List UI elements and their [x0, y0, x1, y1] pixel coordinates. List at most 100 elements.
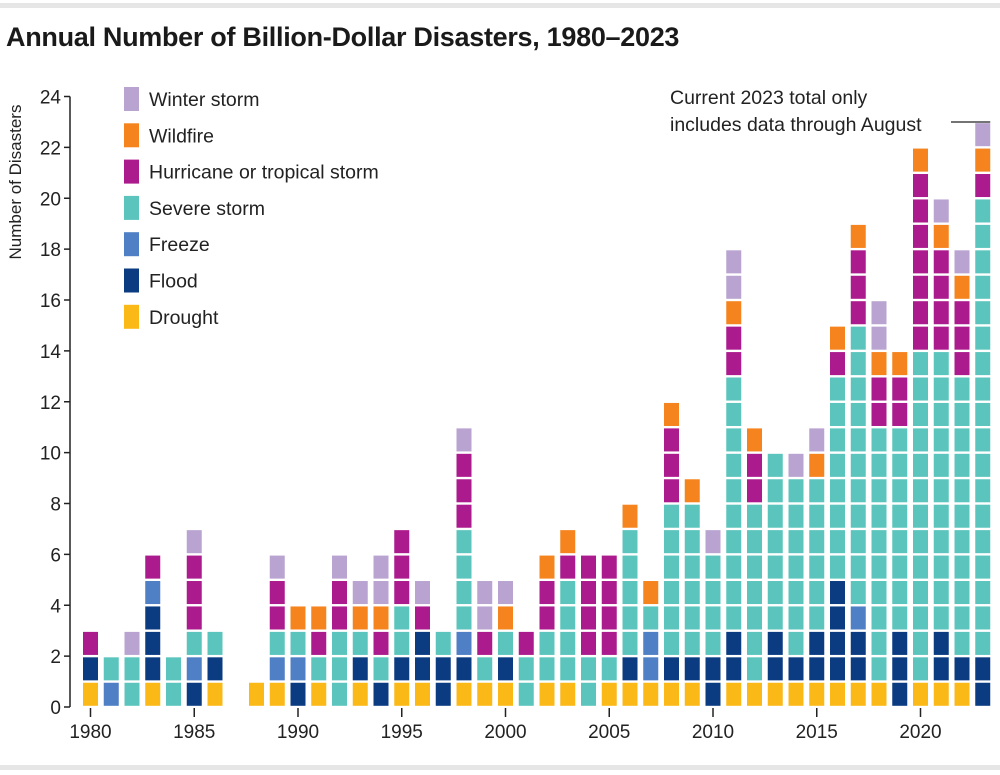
bar-segment-severe-storm [975, 555, 991, 579]
bar-segment-severe-storm [933, 606, 949, 630]
y-tick-label: 20 [40, 189, 61, 210]
bar-segment-severe-storm [747, 530, 762, 554]
bar-segment-hurricane-or-tropical-storm [311, 631, 327, 655]
bar-segment-drought [684, 682, 700, 706]
bar-segment-severe-storm [913, 377, 928, 401]
bar-1996 [415, 581, 430, 706]
bar-segment-severe-storm [166, 682, 181, 706]
bar-segment-severe-storm [269, 631, 285, 655]
bar-segment-severe-storm [664, 555, 679, 579]
bar-segment-severe-storm [871, 479, 887, 503]
bar-segment-drought [850, 682, 866, 706]
bar-segment-severe-storm [975, 581, 991, 605]
bar-segment-severe-storm [767, 479, 783, 503]
bar-segment-winter-storm [477, 581, 493, 605]
bar-segment-wildfire [830, 326, 845, 350]
bar-segment-severe-storm [601, 657, 617, 681]
bar-segment-hurricane-or-tropical-storm [850, 250, 866, 274]
x-tick-label: 2005 [588, 722, 630, 743]
bar-segment-hurricane-or-tropical-storm [477, 631, 493, 655]
legend-item: Freeze [124, 232, 210, 257]
bar-segment-severe-storm [539, 657, 555, 681]
legend-label: Hurricane or tropical storm [149, 162, 379, 184]
bar-2017 [850, 224, 866, 706]
bar-segment-hurricane-or-tropical-storm [913, 250, 928, 274]
y-tick-label: 4 [50, 596, 61, 617]
bar-segment-drought [788, 682, 804, 706]
bar-segment-severe-storm [809, 606, 825, 630]
bar-segment-severe-storm [788, 631, 804, 655]
bar-segment-severe-storm [913, 453, 928, 477]
bar-segment-severe-storm [560, 631, 576, 655]
y-tick-label: 10 [40, 444, 61, 465]
bar-segment-severe-storm [560, 657, 576, 681]
bar-segment-severe-storm [933, 402, 949, 426]
bar-segment-hurricane-or-tropical-storm [269, 606, 285, 630]
bar-segment-flood [352, 657, 368, 681]
bar-segment-severe-storm [975, 199, 991, 223]
bar-segment-severe-storm [705, 555, 721, 579]
bar-segment-severe-storm [498, 631, 513, 655]
bar-segment-hurricane-or-tropical-storm [954, 326, 970, 350]
bar-segment-severe-storm [332, 657, 347, 681]
bar-segment-severe-storm [684, 555, 700, 579]
bar-segment-winter-storm [788, 453, 804, 477]
legend-label: Freeze [149, 234, 210, 256]
bar-2015 [809, 428, 825, 706]
bar-segment-severe-storm [767, 581, 783, 605]
bar-segment-flood [186, 682, 202, 706]
bar-segment-severe-storm [166, 657, 181, 681]
bar-segment-wildfire [373, 606, 389, 630]
bar-segment-severe-storm [809, 479, 825, 503]
bar-segment-flood [207, 657, 223, 681]
bar-segment-freeze [103, 682, 119, 706]
bar-segment-hurricane-or-tropical-storm [913, 224, 928, 248]
bar-segment-severe-storm [788, 479, 804, 503]
bar-segment-severe-storm [913, 606, 928, 630]
bar-segment-severe-storm [726, 606, 742, 630]
bar-segment-hurricane-or-tropical-storm [145, 555, 161, 579]
bar-segment-flood [145, 631, 161, 655]
bar-1980 [83, 631, 98, 706]
bar-segment-wildfire [539, 555, 555, 579]
bar-segment-severe-storm [456, 530, 472, 554]
bar-segment-freeze [145, 581, 161, 605]
bar-segment-severe-storm [809, 504, 825, 528]
bar-segment-winter-storm [415, 581, 430, 605]
bar-segment-drought [269, 682, 285, 706]
bar-segment-severe-storm [311, 657, 327, 681]
bar-segment-severe-storm [975, 250, 991, 274]
bar-segment-drought [747, 682, 762, 706]
bar-segment-severe-storm [850, 555, 866, 579]
bar-segment-severe-storm [643, 606, 659, 630]
bar-segment-flood [498, 657, 513, 681]
bar-segment-hurricane-or-tropical-storm [394, 581, 410, 605]
bar-segment-flood [415, 657, 430, 681]
bar-segment-severe-storm [871, 530, 887, 554]
bar-segment-severe-storm [622, 581, 638, 605]
bar-segment-severe-storm [684, 530, 700, 554]
bar-segment-hurricane-or-tropical-storm [850, 275, 866, 299]
bar-segment-drought [311, 682, 327, 706]
bar-2020 [913, 148, 928, 706]
bar-2006 [622, 504, 638, 706]
x-tick-label: 2000 [484, 722, 526, 743]
bar-segment-severe-storm [435, 631, 451, 655]
x-tick-label: 1990 [277, 722, 319, 743]
bar-segment-severe-storm [622, 555, 638, 579]
bar-segment-hurricane-or-tropical-storm [664, 479, 679, 503]
bar-segment-flood [809, 631, 825, 655]
x-tick-label: 2015 [796, 722, 838, 743]
bar-segment-flood [83, 657, 98, 681]
bottom-divider [0, 765, 1000, 770]
bar-segment-hurricane-or-tropical-storm [933, 250, 949, 274]
bar-segment-hurricane-or-tropical-storm [954, 352, 970, 376]
bar-segment-flood [664, 657, 679, 681]
bar-segment-wildfire [622, 504, 638, 528]
bar-segment-severe-storm [747, 581, 762, 605]
bar-segment-winter-storm [373, 581, 389, 605]
bar-segment-wildfire [498, 606, 513, 630]
bar-segment-freeze [850, 606, 866, 630]
bar-segment-severe-storm [954, 453, 970, 477]
